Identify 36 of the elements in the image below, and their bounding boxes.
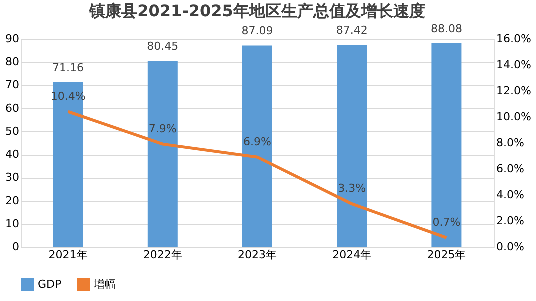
- y2-tick-label: 8.0%: [496, 136, 524, 150]
- legend-label: GDP: [38, 278, 62, 291]
- y-tick-label: 0: [12, 240, 20, 254]
- y-tick-label: 20: [6, 194, 20, 208]
- y2-tick-label: 12.0%: [496, 84, 532, 98]
- y2-tick-label: 10.0%: [496, 110, 532, 124]
- y-tick-label: 10: [6, 217, 20, 230]
- x-tick-label: 2024年: [332, 248, 372, 262]
- chart-title: 镇康县2021-2025年地区生产总值及增长速度: [88, 1, 426, 20]
- y2-tick-label: 14.0%: [496, 58, 532, 72]
- y2-tick-label: 16.0%: [496, 32, 532, 46]
- data-label: 6.9%: [244, 135, 272, 148]
- y2-tick-label: 2.0%: [496, 214, 524, 228]
- data-label: 7.9%: [148, 122, 177, 136]
- y-tick-label: 40: [6, 148, 20, 162]
- y2-tick-label: 6.0%: [496, 162, 524, 176]
- x-tick-label: 2021年: [48, 248, 88, 262]
- y-tick-label: 70: [6, 78, 20, 92]
- y2-tick-label: 4.0%: [496, 188, 524, 202]
- data-label: 80.45: [147, 40, 179, 54]
- y-tick-label: 80: [6, 56, 20, 69]
- data-label: 88.08: [430, 22, 462, 36]
- x-tick-label: 2022年: [143, 248, 182, 262]
- legend-label: 增幅: [93, 278, 116, 291]
- data-label: 87.09: [242, 24, 274, 38]
- y2-tick-label: 0.0%: [496, 240, 524, 254]
- data-label: 3.3%: [338, 182, 366, 196]
- data-label: 0.7%: [432, 216, 461, 229]
- y-tick-label: 60: [6, 102, 20, 115]
- x-tick-label: 2023年: [238, 248, 277, 262]
- y-tick-label: 30: [6, 171, 20, 184]
- y-tick-label: 90: [6, 32, 20, 46]
- y-tick-label: 50: [6, 124, 20, 138]
- data-label: 87.42: [336, 24, 368, 37]
- data-label: 71.16: [52, 62, 84, 75]
- x-tick-label: 2025年: [427, 248, 466, 262]
